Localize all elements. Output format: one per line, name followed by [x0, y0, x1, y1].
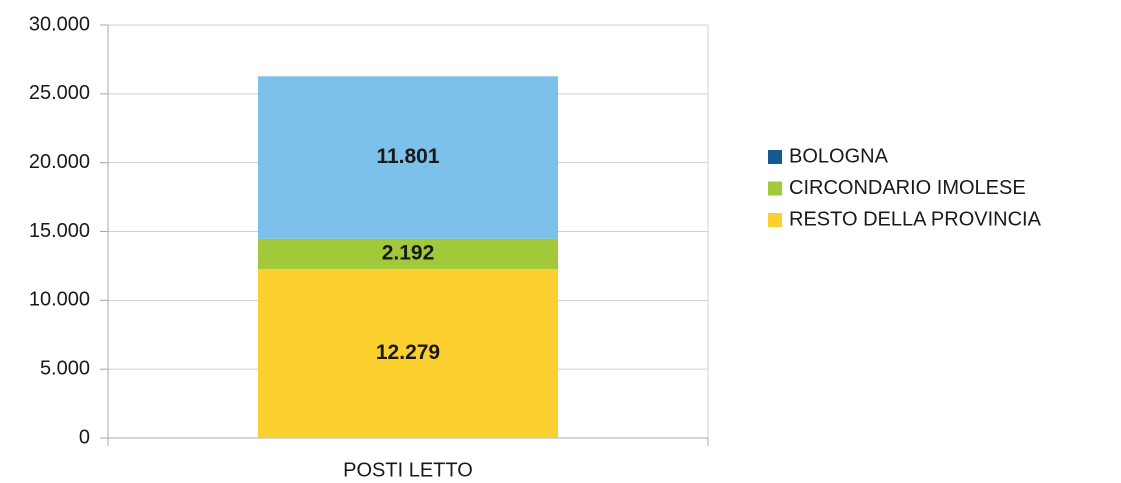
y-tick-label: 25.000: [29, 82, 90, 104]
bar-segment: [258, 238, 558, 269]
value-label: 12.279: [376, 341, 440, 364]
value-label: 2.192: [382, 241, 435, 264]
legend-label: CIRCONDARIO IMOLESE: [789, 177, 1026, 199]
y-tick-label: 5.000: [40, 357, 90, 379]
legend-label: BOLOGNA: [789, 145, 889, 167]
y-tick-label: 15.000: [29, 220, 90, 242]
legend-swatch: [768, 213, 782, 227]
y-tick-label: 30.000: [29, 13, 90, 35]
value-label: 11.801: [376, 145, 439, 168]
y-tick-label: 10.000: [29, 289, 90, 311]
y-tick-label: 20.000: [29, 151, 90, 173]
bar-segment: [258, 268, 558, 438]
legend-swatch: [768, 181, 782, 196]
y-tick-label: 0: [79, 426, 90, 448]
x-tick-label: POSTI LETTO: [343, 459, 473, 481]
legend-swatch: [768, 150, 782, 164]
bar-segment: [258, 76, 558, 239]
legend-label: RESTO DELLA PROVINCIA: [789, 208, 1042, 230]
